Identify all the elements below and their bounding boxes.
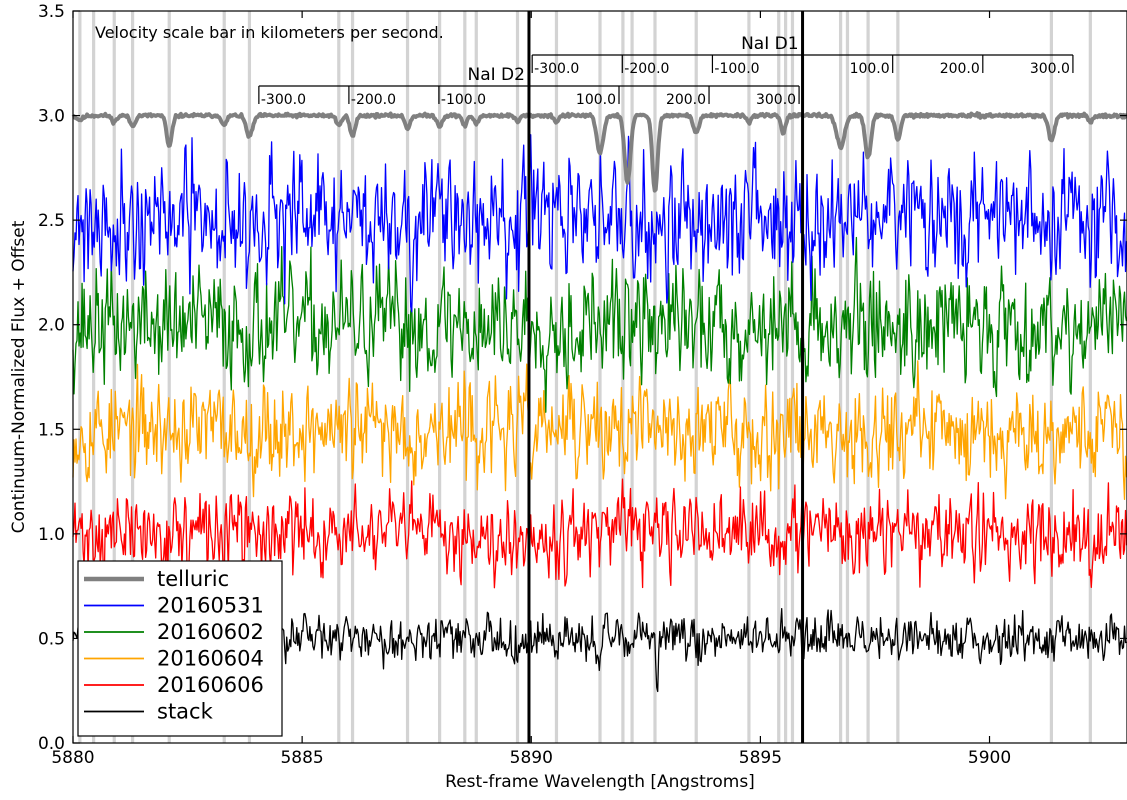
velocity-tick-label: 100.0	[576, 92, 616, 108]
telluric-band	[222, 11, 226, 743]
y-tick-label: 2.0	[38, 316, 65, 336]
telluric-band	[790, 11, 795, 743]
telluric-band	[866, 11, 870, 743]
x-axis-ticks: 5880 5885 5890 5895 5900	[51, 11, 1011, 768]
telluric-band	[167, 11, 171, 743]
y-axis-ticks: 0.0 0.5 1.0 1.5 2.0 2.5 3.0 3.5	[38, 2, 1127, 754]
plot-frame	[72, 10, 1127, 744]
telluric-band	[350, 11, 355, 743]
telluric-band	[78, 11, 82, 743]
telluric-band	[777, 11, 781, 743]
velocity-tick-label: -100.0	[441, 92, 486, 108]
series-line-20160604	[72, 360, 1127, 501]
legend-box	[77, 560, 283, 737]
velocity-tick-label: -100.0	[714, 61, 759, 77]
telluric-band	[112, 11, 116, 743]
velocity-tick-label: -300.0	[534, 61, 579, 77]
telluric-band	[405, 11, 410, 743]
telluric-band	[838, 11, 843, 743]
series-line-20160606	[72, 478, 1127, 589]
series-line-telluric	[71, 111, 1127, 193]
velocity-tick-label: -300.0	[261, 92, 306, 108]
legend-label: 20160606	[157, 673, 264, 697]
series-line-20160531	[72, 134, 1127, 313]
velocity-tick-label: 100.0	[850, 61, 890, 77]
y-tick-label: 3.0	[38, 107, 65, 127]
telluric-band	[247, 11, 252, 743]
telluric-band	[896, 11, 900, 743]
telluric-band	[747, 11, 751, 743]
y-tick-label: 0.0	[38, 734, 65, 754]
velocity-tick-label: 300.0	[756, 92, 796, 108]
telluric-band	[554, 11, 559, 743]
x-tick-label: 5895	[739, 748, 782, 768]
legend-label: 20160604	[157, 647, 264, 671]
legend-label: telluric	[157, 567, 229, 591]
y-tick-label: 3.5	[38, 2, 65, 22]
telluric-band	[92, 11, 96, 743]
y-tick-label: 1.5	[38, 420, 65, 440]
telluric-band	[845, 11, 850, 743]
telluric-band	[783, 11, 788, 743]
telluric-band	[694, 11, 698, 743]
telluric-band	[515, 11, 520, 743]
velocity-tick-label: 200.0	[666, 92, 706, 108]
reference-lines	[527, 11, 805, 743]
telluric-band	[598, 11, 602, 743]
series-line-20160602	[72, 236, 1127, 413]
telluric-band	[130, 11, 135, 743]
y-tick-label: 0.5	[38, 629, 65, 649]
x-tick-label: 5880	[51, 748, 94, 768]
x-tick-label: 5900	[968, 748, 1011, 768]
y-tick-label: 1.0	[38, 525, 65, 545]
telluric-band	[1049, 11, 1053, 743]
telluric-band	[653, 11, 657, 743]
velocity-bar-title: NaI D1	[741, 34, 798, 54]
annotation-text: Velocity scale bar in kilometers per sec…	[95, 23, 444, 42]
legend-label: 20160531	[157, 594, 264, 618]
legend-label: 20160602	[157, 620, 264, 644]
velocity-tick-label: -200.0	[351, 92, 396, 108]
telluric-band	[1088, 11, 1092, 743]
telluric-band	[337, 11, 341, 743]
x-axis-label: Rest-frame Wavelength [Angstroms]	[445, 772, 755, 792]
velocity-tick-label: 300.0	[1030, 61, 1070, 77]
telluric-band	[438, 11, 442, 743]
x-tick-label: 5890	[510, 748, 553, 768]
velocity-tick-label: -200.0	[624, 61, 669, 77]
legend-label: stack	[157, 700, 214, 724]
telluric-band	[630, 11, 634, 743]
velocity-tick-label: 200.0	[940, 61, 980, 77]
telluric-band	[474, 11, 478, 743]
y-axis-label: Continuum-Normalized Flux + Offset	[9, 220, 29, 533]
velocity-bar-title: NaI D2	[468, 65, 525, 85]
x-tick-label: 5885	[280, 748, 323, 768]
y-tick-label: 2.5	[38, 211, 65, 231]
